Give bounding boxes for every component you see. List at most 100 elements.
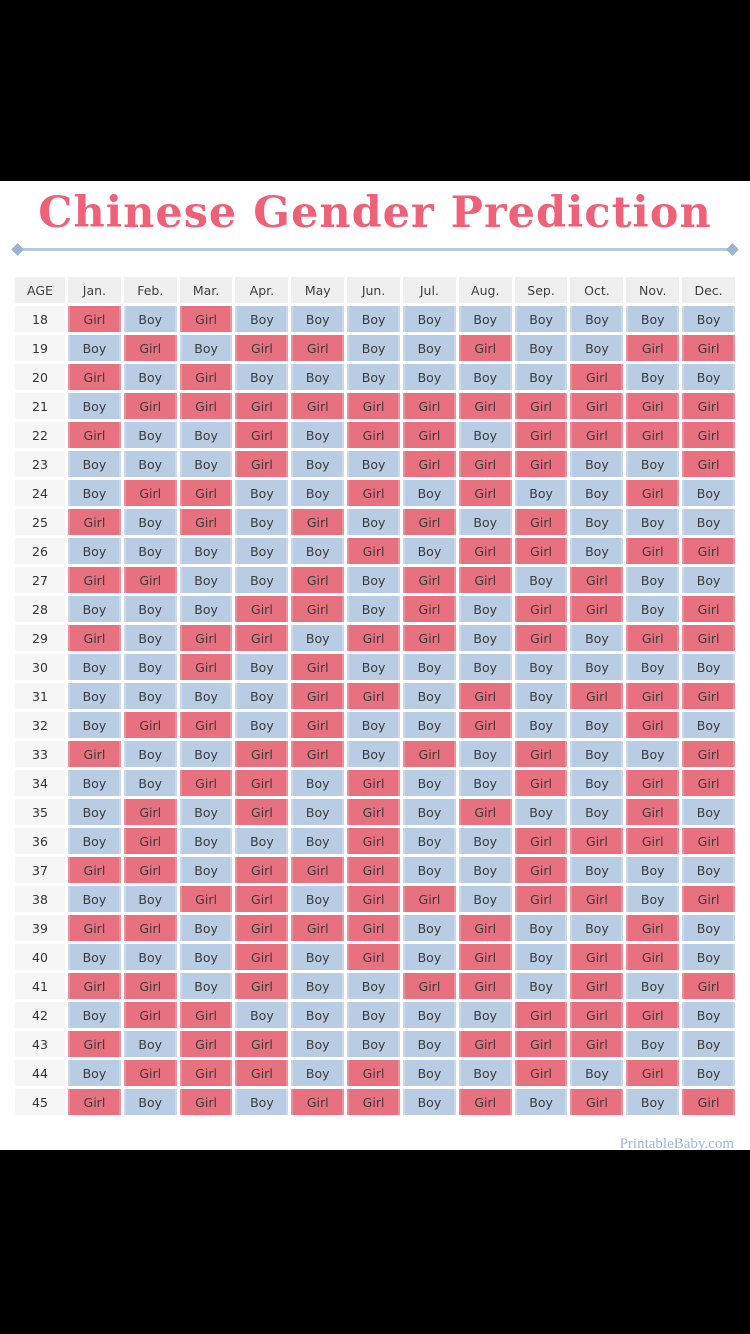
gender-cell: Boy (682, 654, 735, 681)
column-header: AGE (15, 277, 65, 304)
gender-cell: Girl (68, 567, 121, 594)
gender-cell: Boy (626, 973, 680, 1000)
gender-cell: Girl (514, 770, 568, 797)
gender-cell: Boy (626, 1089, 680, 1116)
gender-cell: Girl (235, 770, 289, 797)
age-cell: 26 (15, 538, 65, 565)
bottom-letterbox (0, 1150, 750, 1334)
gender-cell: Boy (179, 451, 233, 478)
gender-cell: Boy (68, 1060, 121, 1087)
gender-cell: Girl (123, 915, 177, 942)
gender-cell: Boy (682, 1002, 735, 1029)
gender-cell: Boy (514, 799, 568, 826)
gender-cell: Girl (235, 1060, 289, 1087)
gender-cell: Girl (179, 654, 233, 681)
gender-cell: Girl (68, 509, 121, 536)
gender-cell: Girl (291, 654, 345, 681)
age-cell: 18 (15, 306, 65, 333)
column-header: Aug. (458, 277, 512, 304)
gender-cell: Boy (402, 944, 456, 971)
gender-cell: Girl (514, 1031, 568, 1058)
gender-cell: Boy (123, 625, 177, 652)
gender-cell: Boy (291, 944, 345, 971)
age-cell: 27 (15, 567, 65, 594)
gender-cell: Girl (514, 741, 568, 768)
gender-cell: Boy (68, 451, 121, 478)
gender-cell: Girl (458, 944, 512, 971)
gender-cell: Girl (458, 799, 512, 826)
gender-cell: Boy (570, 509, 624, 536)
gender-cell: Girl (514, 857, 568, 884)
gender-cell: Boy (68, 886, 121, 913)
age-cell: 40 (15, 944, 65, 971)
gender-cell: Girl (570, 1002, 624, 1029)
age-cell: 45 (15, 1089, 65, 1116)
gender-cell: Boy (626, 306, 680, 333)
site-credit: PrintableBaby.com (619, 1136, 734, 1153)
age-cell: 32 (15, 712, 65, 739)
gender-cell: Boy (123, 538, 177, 565)
gender-cell: Boy (514, 973, 568, 1000)
gender-cell: Boy (68, 654, 121, 681)
gender-cell: Girl (570, 1031, 624, 1058)
age-cell: 41 (15, 973, 65, 1000)
gender-cell: Boy (347, 741, 400, 768)
gender-cell: Boy (68, 538, 121, 565)
age-cell: 38 (15, 886, 65, 913)
gender-cell: Boy (123, 509, 177, 536)
gender-cell: Boy (347, 596, 400, 623)
gender-cell: Boy (570, 741, 624, 768)
gender-cell: Boy (626, 596, 680, 623)
gender-cell: Girl (626, 828, 680, 855)
gender-cell: Boy (626, 1031, 680, 1058)
gender-cell: Boy (458, 596, 512, 623)
gender-cell: Boy (291, 828, 345, 855)
gender-cell: Boy (179, 857, 233, 884)
gender-cell: Girl (291, 915, 345, 942)
gender-cell: Boy (291, 1031, 345, 1058)
gender-cell: Girl (179, 480, 233, 507)
gender-cell: Boy (291, 973, 345, 1000)
gender-cell: Boy (123, 1031, 177, 1058)
gender-cell: Boy (347, 451, 400, 478)
gender-cell: Girl (514, 596, 568, 623)
gender-cell: Boy (402, 364, 456, 391)
gender-cell: Girl (570, 1089, 624, 1116)
gender-cell: Boy (291, 538, 345, 565)
gender-cell: Girl (458, 1031, 512, 1058)
gender-cell: Girl (291, 1089, 345, 1116)
gender-cell: Girl (235, 915, 289, 942)
gender-cell: Girl (123, 480, 177, 507)
column-header: Feb. (123, 277, 177, 304)
age-cell: 19 (15, 335, 65, 362)
gender-cell: Girl (458, 712, 512, 739)
column-header: Jun. (347, 277, 400, 304)
gender-cell: Boy (179, 973, 233, 1000)
gender-cell: Girl (235, 393, 289, 420)
gender-cell: Girl (235, 451, 289, 478)
gender-cell: Boy (291, 1002, 345, 1029)
gender-cell: Boy (402, 1031, 456, 1058)
gender-cell: Girl (291, 683, 345, 710)
gender-cell: Boy (626, 567, 680, 594)
gender-cell: Girl (626, 335, 680, 362)
gender-cell: Girl (123, 857, 177, 884)
gender-cell: Boy (514, 567, 568, 594)
gender-cell: Boy (68, 799, 121, 826)
gender-cell: Boy (179, 944, 233, 971)
gender-cell: Girl (514, 625, 568, 652)
gender-cell: Girl (235, 857, 289, 884)
gender-cell: Boy (402, 799, 456, 826)
gender-cell: Girl (402, 886, 456, 913)
gender-cell: Boy (291, 422, 345, 449)
gender-cell: Boy (682, 712, 735, 739)
gender-cell: Boy (570, 451, 624, 478)
gender-cell: Boy (347, 364, 400, 391)
gender-cell: Girl (626, 915, 680, 942)
gender-cell: Girl (179, 1089, 233, 1116)
gender-cell: Girl (123, 799, 177, 826)
gender-cell: Girl (626, 538, 680, 565)
age-cell: 21 (15, 393, 65, 420)
gender-cell: Girl (682, 741, 735, 768)
gender-cell: Boy (402, 712, 456, 739)
